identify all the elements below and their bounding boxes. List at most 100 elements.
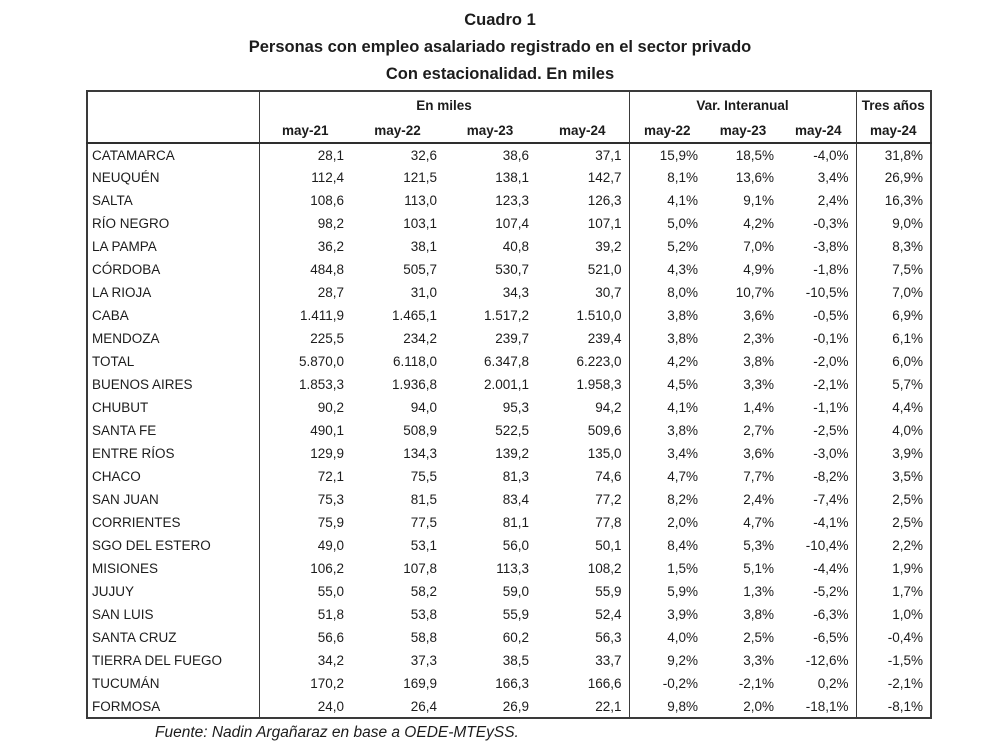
var-interanual-cell: 4,2% [667,354,699,369]
en-miles-cell: 28,1 [317,147,344,163]
province-cell: MENDOZA [87,327,260,350]
en-miles-cell: 98,2 [317,216,344,231]
sub-header-row: may-21 may-22 may-23 may-24 may-22 may-2… [87,118,932,144]
en-miles-cell: 107,1 [536,212,630,235]
en-miles-cell: 31,0 [410,285,437,300]
col-header-var-may-24: may-24 [781,118,857,144]
en-miles-cell: 234,2 [403,331,437,346]
en-miles-cell: 26,9 [502,698,529,714]
en-miles-cell: 38,6 [502,147,529,163]
en-miles-cell: 90,2 [317,400,344,415]
province-cell: JUJUY [87,580,260,603]
var-interanual-cell: 4,7% [743,515,775,530]
tres-anos-cell: 6,9% [892,308,924,323]
tres-anos-cell: 6,0% [892,354,924,369]
var-interanual-cell: 4,9% [743,262,775,277]
table-title: Cuadro 1 [464,11,536,29]
table-row: CHUBUT 90,2 94,0 95,3 94,2 4,1% 1,4% -1,1% 4,4% [87,396,931,419]
var-interanual-cell: -0,2% [662,676,699,691]
table-row: LA RIOJA 28,7 31,0 34,3 30,7 8,0% 10,7% -10,5% 7… [87,281,931,304]
var-interanual-cell: -10,5% [781,281,857,304]
tres-anos-cell: 9,0% [892,216,924,231]
en-miles-cell: 75,3 [317,492,344,507]
tres-anos-cell: 4,0% [892,423,924,438]
var-interanual-cell: 2,3% [743,331,775,346]
var-interanual-cell: -1,1% [781,396,857,419]
en-miles-cell: 113,3 [496,561,529,576]
en-miles-cell: 94,2 [536,396,630,419]
var-interanual-cell: -7,4% [781,488,857,511]
tres-anos-cell: 6,1% [892,331,924,346]
province-cell: LA RIOJA [87,281,260,304]
var-interanual-cell: 3,9% [667,607,699,622]
var-interanual-cell: 4,0% [667,630,699,645]
en-miles-cell: 75,5 [410,469,437,484]
corner-cell [87,91,260,144]
var-interanual-cell: 9,1% [743,193,775,208]
en-miles-cell: 166,3 [495,676,529,691]
var-interanual-cell: 15,9% [659,147,699,163]
var-interanual-cell: 3,4% [781,166,857,189]
table-row: FORMOSA 24,0 26,4 26,9 22,1 9,8% 2,0% -18,1% -8,… [87,695,931,718]
en-miles-cell: 24,0 [317,698,344,714]
tres-anos-cell: 16,3% [884,193,924,208]
col-header-var-may-23: may-23 [705,118,782,144]
tres-anos-cell: -8,1% [887,698,924,714]
en-miles-cell: 134,3 [403,446,437,461]
var-interanual-cell: 4,5% [667,377,699,392]
var-interanual-cell: 3,4% [667,446,699,461]
en-miles-cell: 77,5 [410,515,437,530]
en-miles-cell: 169,9 [403,676,437,691]
var-interanual-cell: 9,8% [667,698,699,714]
var-interanual-cell: 4,7% [667,469,699,484]
en-miles-cell: 129,9 [310,446,344,461]
var-interanual-cell: 5,3% [743,538,775,553]
en-miles-cell: 33,7 [536,649,630,672]
col-header-miles-may-22: may-22 [351,118,444,144]
tres-anos-cell: 1,7% [892,584,924,599]
table-row: NEUQUÉN 112,4 121,5 138,1 142,7 8,1% 13,6% 3,4%… [87,166,931,189]
col-header-miles-may-23: may-23 [444,118,536,144]
table-row: SAN JUAN 75,3 81,5 83,4 77,2 8,2% 2,4% -7,4% 2,5… [87,488,931,511]
en-miles-cell: 123,3 [495,193,529,208]
province-cell: TIERRA DEL FUEGO [87,649,260,672]
en-miles-cell: 138,1 [495,170,529,185]
en-miles-cell: 36,2 [317,239,344,254]
en-miles-cell: 58,2 [410,584,437,599]
var-interanual-cell: 3,8% [743,607,775,622]
tres-anos-cell: 3,9% [892,446,924,461]
var-interanual-cell: -18,1% [781,695,857,718]
var-interanual-cell: 2,7% [743,423,775,438]
employment-table: En miles Var. Interanual Tres años may-2… [86,90,933,719]
tres-anos-cell: 4,4% [892,400,924,415]
var-interanual-cell: 2,4% [743,492,775,507]
col-header-tres-may-24: may-24 [856,118,932,144]
var-interanual-cell: 4,3% [667,262,699,277]
en-miles-cell: 139,2 [495,446,529,461]
en-miles-cell: 77,8 [536,511,630,534]
var-interanual-cell: 3,6% [743,308,775,323]
province-cell: ENTRE RÍOS [87,442,260,465]
en-miles-cell: 81,3 [502,469,529,484]
var-interanual-cell: -2,5% [781,419,857,442]
en-miles-cell: 1.936,8 [391,377,437,392]
en-miles-cell: 225,5 [310,331,344,346]
var-interanual-cell: -4,1% [781,511,857,534]
var-interanual-cell: -1,8% [781,258,857,281]
var-interanual-cell: 3,3% [743,377,775,392]
table-row: TIERRA DEL FUEGO 34,2 37,3 38,5 33,7 9,2% 3,3%… [87,649,931,672]
en-miles-cell: 1.411,9 [299,308,344,323]
en-miles-cell: 37,3 [410,653,437,668]
var-interanual-cell: 5,0% [667,216,699,231]
table-row: MISIONES 106,2 107,8 113,3 108,2 1,5% 5,1% -4,4… [87,557,931,580]
en-miles-cell: 40,8 [502,239,529,254]
var-interanual-cell: -2,1% [781,373,857,396]
province-cell: SAN LUIS [87,603,260,626]
var-interanual-cell: -6,3% [781,603,857,626]
en-miles-cell: 75,9 [317,515,344,530]
table-row: CABA 1.411,9 1.465,1 1.517,2 1.510,0 3,8% 3,6%… [87,304,931,327]
en-miles-cell: 95,3 [502,400,529,415]
en-miles-cell: 1.517,2 [483,308,529,323]
var-interanual-cell: 8,1% [667,170,699,185]
var-interanual-cell: -2,1% [738,676,775,691]
